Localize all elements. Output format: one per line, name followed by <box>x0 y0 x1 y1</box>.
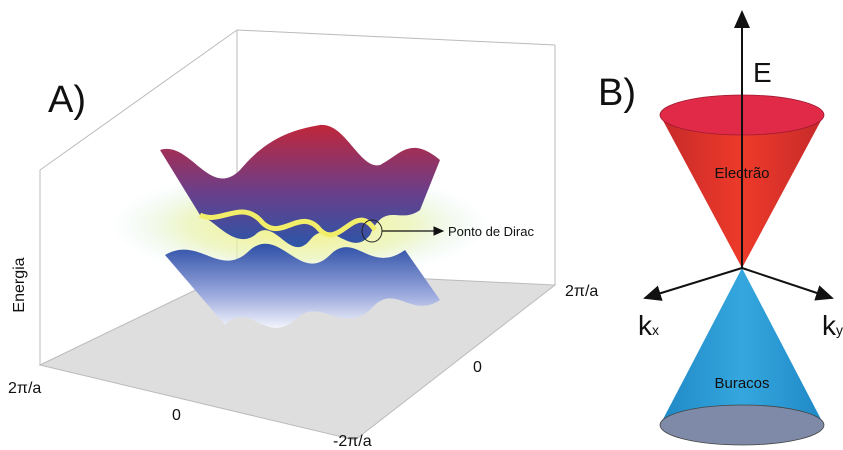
hole-cone-base <box>660 405 824 445</box>
panel-label: B) <box>598 72 636 114</box>
region-label: Electrão <box>714 165 769 182</box>
annotation: Ponto de Dirac <box>448 224 534 239</box>
axis-label: kx <box>638 310 659 341</box>
figure: A) Energia Ponto de Dirac 2π/a 0 -2π/a 2… <box>0 0 843 450</box>
axis-subscript: y <box>836 322 843 338</box>
tick-label: 0 <box>473 359 482 376</box>
axis-symbol: k <box>638 310 653 341</box>
axis-symbol: k <box>822 310 837 341</box>
axis-subscript: x <box>652 322 659 338</box>
axis-label: ky <box>822 310 843 341</box>
ky-axis <box>742 268 832 298</box>
panel-label: A) <box>48 79 86 121</box>
region-label: Buracos <box>714 375 769 392</box>
axis-label: Energia <box>11 257 28 312</box>
tick-label: 2π/a <box>8 380 41 397</box>
kx-axis <box>645 268 742 298</box>
tick-label: -2π/a <box>333 433 372 450</box>
tick-label: 2π/a <box>565 283 598 300</box>
axis-label: E <box>753 57 772 88</box>
tick-label: 0 <box>172 407 181 424</box>
